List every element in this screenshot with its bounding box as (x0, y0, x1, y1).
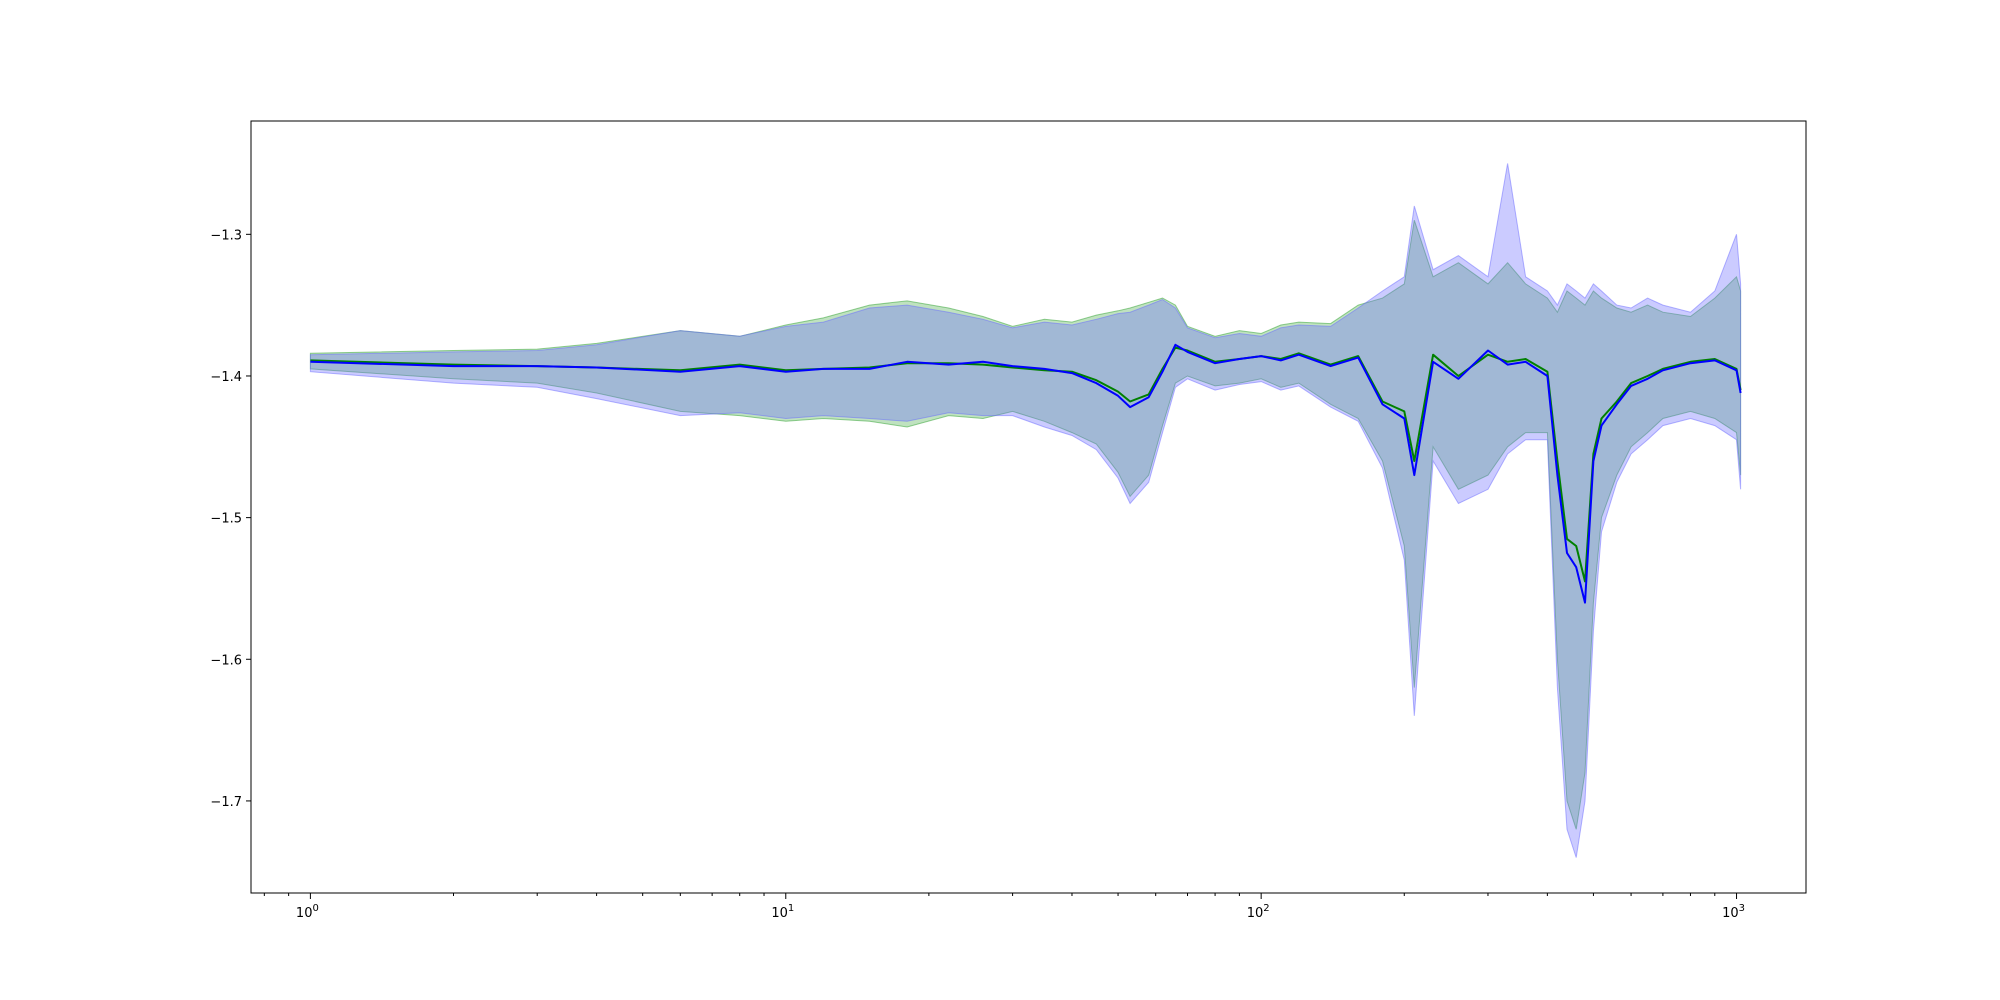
y-tick-label: −1.4 (210, 370, 242, 385)
axes: −1.3 −1.4 −1.5 −1.6 −1.7 100 101 102 103 (210, 120, 1807, 921)
x-tick-label: 103 (1722, 903, 1745, 921)
series-2-line (310, 343, 1742, 604)
plot-area (309, 163, 1742, 858)
series-2-band (309, 163, 1742, 858)
y-tick-label: −1.3 (210, 228, 242, 243)
x-tick-label: 102 (1247, 903, 1270, 921)
data-group (309, 163, 1742, 858)
y-tick-label: −1.5 (210, 512, 242, 527)
y-tick-label: −1.6 (210, 653, 242, 668)
axes-frame (250, 120, 1807, 894)
x-tick-label: 101 (771, 903, 794, 921)
x-tick-label: 100 (296, 903, 319, 921)
y-tick-label: −1.7 (210, 795, 242, 810)
